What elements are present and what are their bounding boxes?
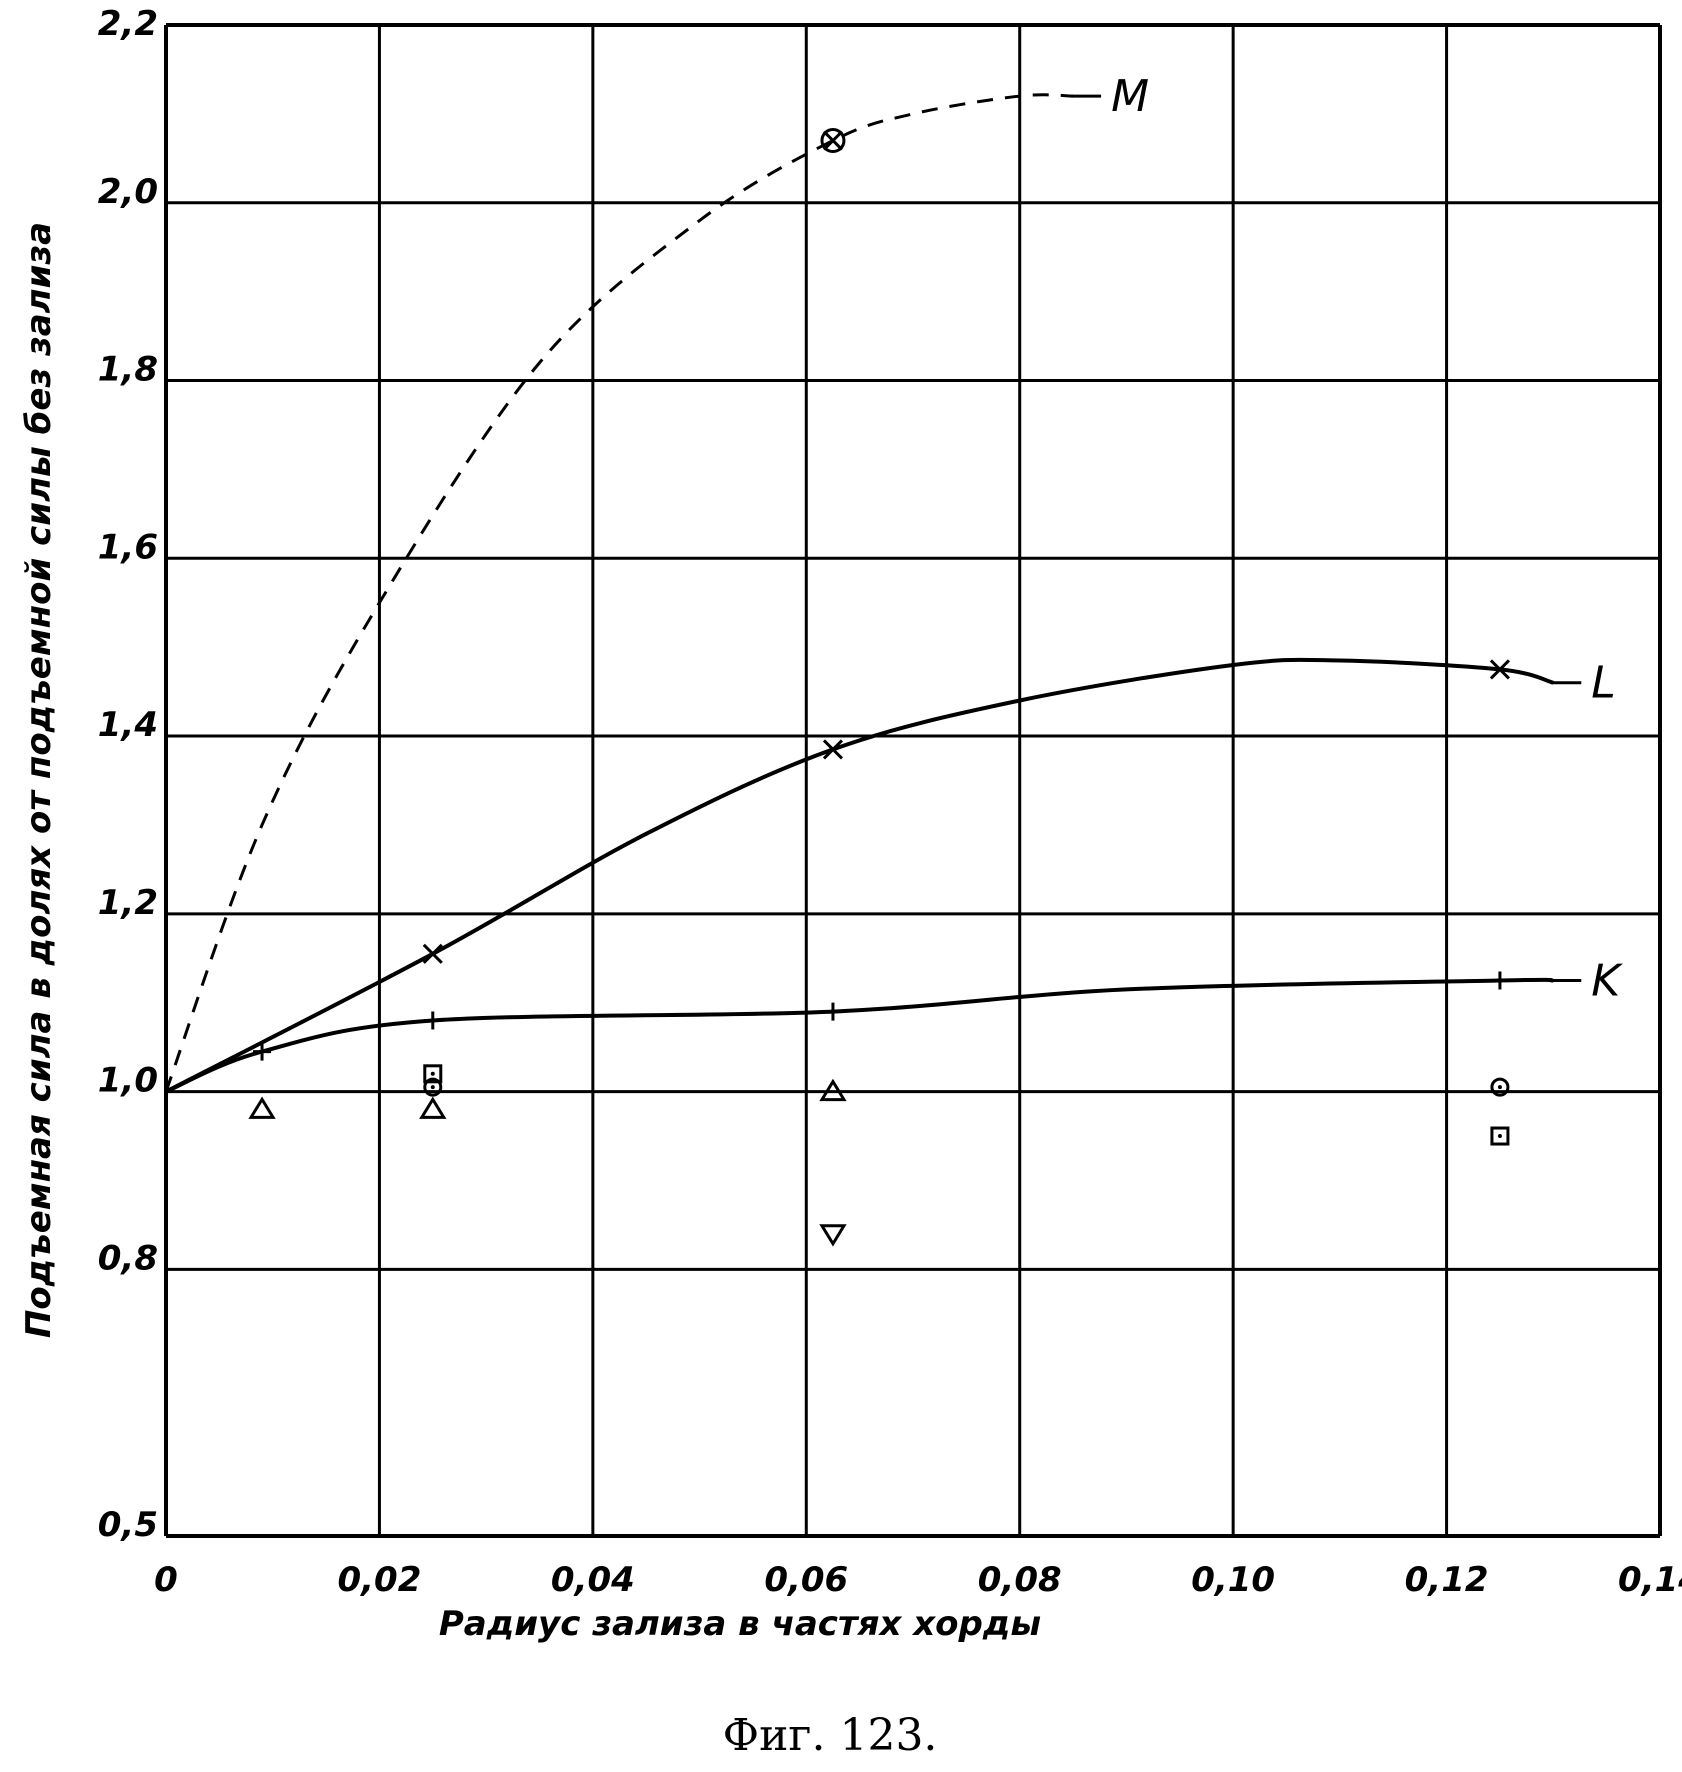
plus-marker	[823, 1002, 842, 1021]
series-M-line	[164, 93, 1074, 1093]
y-tick-label: 2,2	[98, 4, 158, 44]
circle-marker	[1490, 1077, 1510, 1097]
square-marker	[423, 1064, 443, 1084]
marker-shape	[819, 1224, 847, 1247]
grid	[164, 23, 1662, 1538]
circle-x-marker	[820, 128, 846, 154]
marker-stroke	[422, 943, 443, 964]
marker-shape	[419, 1096, 447, 1119]
x-tick-label: 0,12	[1405, 1560, 1489, 1600]
marker-shape	[1490, 1126, 1510, 1146]
marker-shape	[423, 1064, 443, 1084]
x-tick-label: 0	[154, 1560, 178, 1600]
x-tick-label: 0,06	[764, 1560, 848, 1600]
series-K-line	[165, 977, 1554, 1094]
circle-marker	[423, 1077, 443, 1097]
triangle-down-marker	[819, 1224, 847, 1247]
y-tick-label: 0,5	[98, 1505, 158, 1545]
x-tick-label: 0,04	[551, 1560, 635, 1600]
marker-shape	[423, 1077, 443, 1097]
x-marker	[422, 943, 443, 964]
series-label-K: K	[1591, 955, 1623, 1006]
plus-marker	[1490, 971, 1509, 990]
y-tick-label: 0,8	[98, 1238, 158, 1278]
triangle-marker	[419, 1096, 447, 1119]
x-tick-label: 0,02	[337, 1560, 421, 1600]
square-marker	[1490, 1126, 1510, 1146]
markers	[248, 128, 1510, 1247]
x-marker	[1489, 659, 1510, 680]
x-marker	[822, 739, 844, 760]
x-tick-label: 0,10	[1191, 1560, 1275, 1600]
triangle-marker	[248, 1096, 276, 1119]
marker-shape	[248, 1096, 276, 1119]
marker-dot	[430, 1071, 435, 1076]
x-axis-label: Радиус зализа в частях хорды	[439, 1604, 1041, 1644]
y-tick-label: 1,4	[98, 705, 158, 745]
y-tick-label: 1,6	[98, 527, 158, 567]
x-tick-label: 0,14	[1618, 1560, 1682, 1600]
plus-marker	[423, 1011, 442, 1030]
curves: M L K	[164, 71, 1623, 1094]
triangle-marker	[819, 1078, 847, 1102]
y-tick-label: 1,2	[98, 883, 158, 923]
marker-shape	[1490, 1077, 1510, 1097]
y-tick-label: 1,8	[98, 350, 158, 390]
y-axis-label: Подъемная сила в долях от подъемной силы…	[19, 222, 59, 1338]
marker-dot	[1497, 1134, 1502, 1139]
marker-shape	[819, 1078, 847, 1102]
marker-stroke	[822, 739, 844, 760]
plus-marker	[253, 1042, 272, 1061]
series-label-M: M	[1111, 71, 1149, 122]
marker-circle	[820, 128, 846, 154]
marker-dot	[1497, 1085, 1502, 1090]
marker-stroke	[822, 130, 844, 151]
figure-caption: Фиг. 123.	[723, 1710, 938, 1761]
marker-stroke	[1489, 659, 1510, 680]
series-label-L: L	[1591, 658, 1616, 709]
marker-dot	[430, 1085, 435, 1090]
y-tick-label: 2,0	[98, 172, 158, 212]
tick-labels: 0 0,02 0,04 0,06 0,08 0,10 0,12 0,14 0,5 0,8 1,0 1,…	[98, 4, 1682, 1600]
y-tick-label: 1,0	[98, 1061, 158, 1101]
x-tick-label: 0,08	[978, 1560, 1062, 1600]
